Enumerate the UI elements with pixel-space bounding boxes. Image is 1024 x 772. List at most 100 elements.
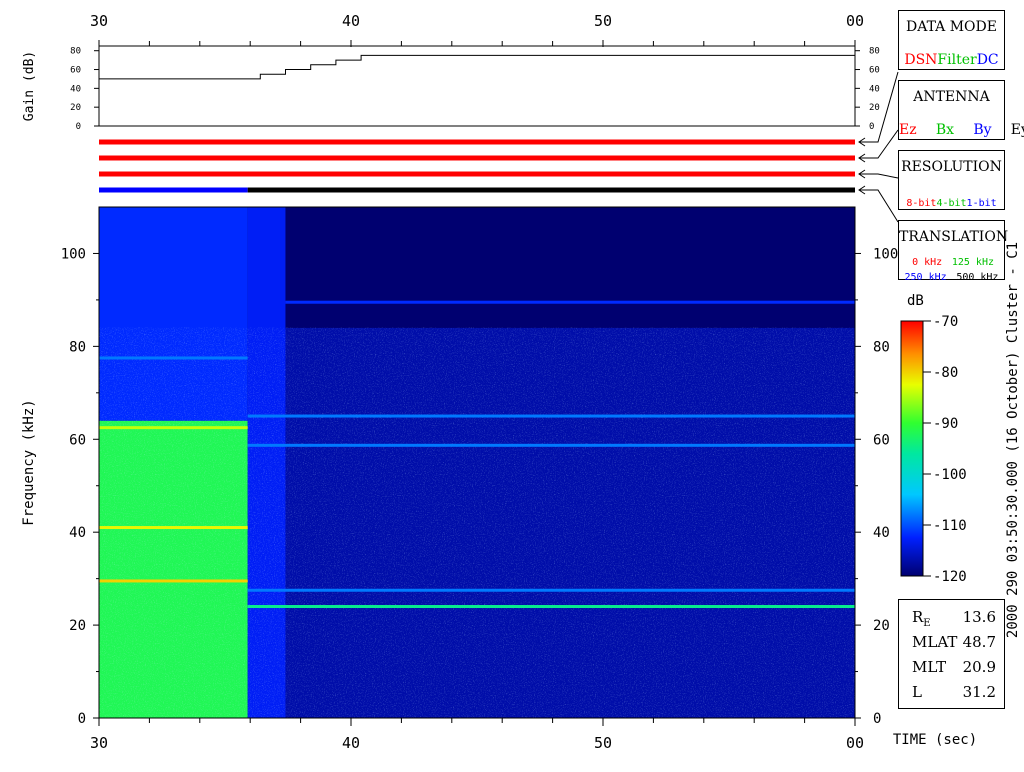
time-tick-label-bottom: 40 [342,734,360,752]
antenna-box: ANTENNA Ez Bx By Ey [898,80,1024,140]
connector-arrowhead [858,153,866,163]
translation-option-0khz: 0 kHz [912,257,943,268]
spectrogram-frame [98,206,856,719]
frequency-axis-label: Frequency (kHz) [21,399,37,525]
freq-tick-label-left: 60 [69,432,86,448]
translation-title: TRANSLATION [899,229,1009,245]
status-bar-resolution [99,171,855,177]
readout-label-re: RE [912,608,931,629]
connector-line [859,173,899,179]
freq-tick-label-right: 60 [873,432,890,448]
antenna-title: ANTENNA [913,89,990,105]
time-tick-label-bottom: 50 [594,734,612,752]
spectrogram-emission-line [99,356,248,360]
connector-arrowhead [858,137,866,147]
gain-axis-label: Gain (dB) [22,51,37,121]
spectrogram-noise-texture [99,327,855,718]
gain-tick-label-right: 0 [869,122,874,132]
gain-tick-label-left: 40 [70,84,81,94]
gain-tick-label-right: 60 [869,66,880,76]
gain-tick-label-left: 60 [70,66,81,76]
colorbar-tick-label: -90 [933,416,958,432]
connector-line [859,129,899,159]
gain-panel: 0 0 20 20 40 40 60 60 80 80 Gain (dB) [22,45,880,132]
resolution-option-4bit: 4-bit [936,198,967,209]
translation-option-125khz: 125 kHz [951,257,994,268]
spectrogram-emission-line [247,414,855,418]
translation-options-row1: 0 kHz 125 kHz [899,250,994,269]
resolution-option-8bit: 8-bit [906,198,937,209]
colorbar-tick-label: -100 [933,467,967,483]
spectrogram-emission-line [99,526,248,530]
connector-line [859,189,899,223]
freq-tick-label-left: 0 [78,711,86,727]
data-mode-option-filter: Filter [937,52,977,68]
caption-text: 2000 290 03:50:30.000 (16 October) Clust… [1005,242,1021,638]
time-tick-label-top: 50 [594,12,612,30]
readout-value-mlat: 48.7 [962,633,996,651]
readout-label-l: L [912,683,922,701]
connector-arrowhead [858,169,866,179]
status-bar-translation [247,187,855,193]
freq-tick-label-left: 40 [69,525,86,541]
spectrogram-emission-line [247,588,855,592]
freq-tick-label-left: 20 [69,618,86,634]
data-mode-options: DSNFilterDC [899,49,1004,68]
data-mode-option-dsn: DSN [904,52,938,68]
freq-tick-label-right: 0 [873,711,881,727]
gain-tick-label-right: 20 [869,103,880,113]
resolution-options: 8-bit4-bit1-bit [899,191,1004,210]
colorbar-unit-label: dB [907,293,924,309]
colorbar-tick-label: -110 [933,518,967,534]
antenna-option-bx: Bx [935,122,955,138]
time-tick-label-bottom: 30 [90,734,108,752]
panel-connectors [858,71,899,223]
antenna-option-by: By [973,122,992,138]
translation-box: TRANSLATION 0 kHz 125 kHz 250 kHz 500 kH… [898,220,1009,283]
gain-tick-label-left: 0 [76,122,81,132]
time-tick-label-top: 30 [90,12,108,30]
antenna-options: Ez Bx By Ey [899,119,1024,138]
orbit-readout: RE 13.6 MLAT 48.7 MLT 20.9 L 31.2 [898,599,1005,709]
spectrogram-emission-line [247,605,855,609]
freq-tick-label-left: 100 [61,246,86,262]
translation-option-250khz: 250 kHz [904,272,947,283]
antenna-option-ez: Ez [899,122,917,138]
spectrogram-region [285,207,856,328]
readout-row-l: L 31.2 [899,683,1004,708]
colorbar: dB -70 -80 -90 -100 -110 -120 2000 290 03:50:30… [900,242,1021,638]
translation-options-row2: 250 kHz 500 kHz [899,265,1004,284]
colorbar-gradient [900,320,924,577]
readout-value-re: 13.6 [962,608,996,626]
time-tick-label-top: 00 [846,12,864,30]
gain-tick-label-left: 20 [70,103,81,113]
readout-value-mlt: 20.9 [962,658,996,676]
readout-label-mlt: MLT [912,658,947,676]
resolution-option-1bit: 1-bit [966,198,997,209]
freq-tick-label-right: 40 [873,525,890,541]
connector-line [859,71,899,143]
spectrogram-emission-line [99,426,248,430]
gain-tick-label-right: 40 [869,84,880,94]
spectrogram-emission-line [285,300,856,304]
status-bar-translation [99,187,248,193]
gain-trace [99,54,855,80]
colorbar-tick-label: -80 [933,365,958,381]
data-mode-option-dc: DC [976,52,999,68]
spectrogram-emission-line [99,579,248,583]
data-mode-box: DATA MODE DSNFilterDC [898,10,1005,70]
freq-tick-label-right: 100 [873,246,898,262]
connector-arrowhead [858,185,866,195]
readout-label-re-sub: E [923,618,931,629]
freq-tick-label-left: 80 [69,339,86,355]
translation-option-500khz: 500 kHz [956,272,999,283]
freq-tick-label-right: 80 [873,339,890,355]
data-mode-title: DATA MODE [906,19,997,35]
time-tick-label-bottom: 00 [846,734,864,752]
colorbar-tick-label: -120 [933,569,967,585]
readout-label-mlat: MLAT [912,633,958,651]
readout-row-mlt: MLT 20.9 [899,658,1004,683]
